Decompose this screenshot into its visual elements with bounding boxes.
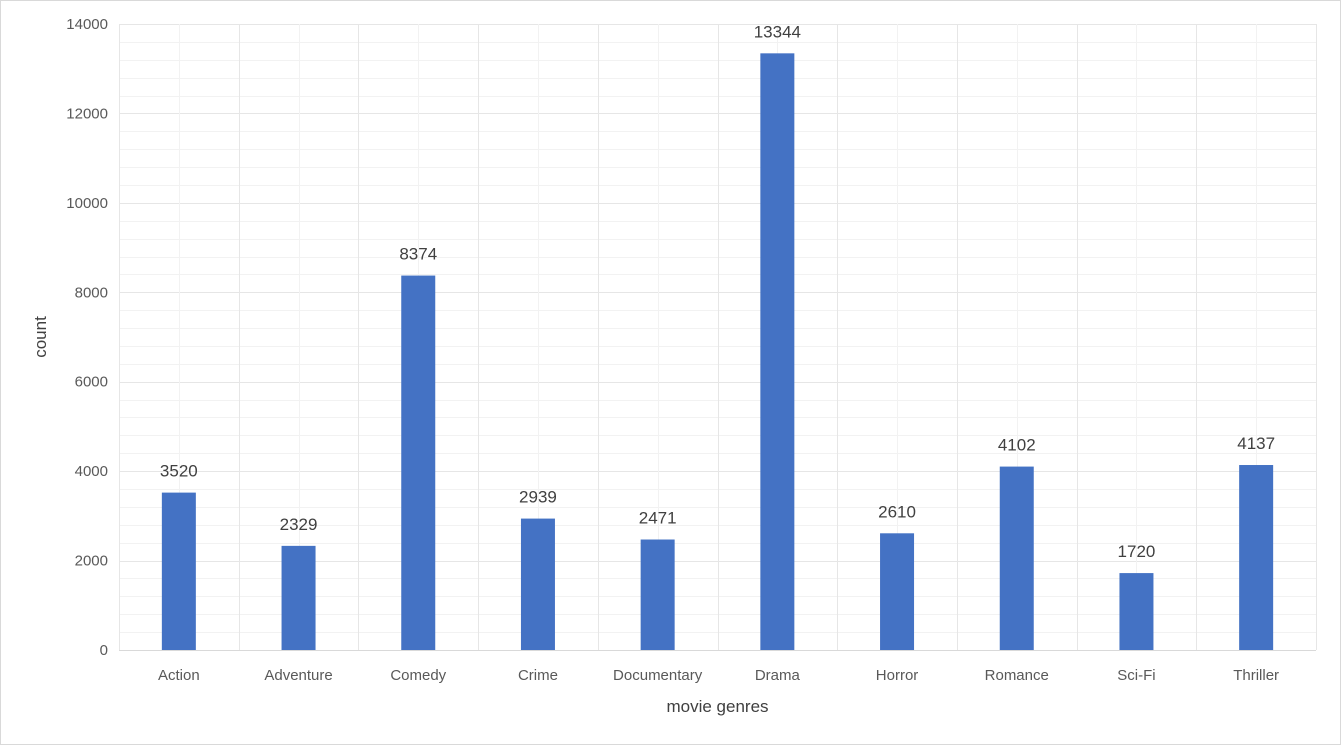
bar-action — [161, 492, 196, 650]
y-tick-label: 4000 — [75, 463, 108, 480]
data-label: 4102 — [998, 436, 1036, 455]
data-label: 3520 — [160, 462, 198, 481]
y-tick-label: 12000 — [66, 105, 108, 122]
y-tick-label: 14000 — [66, 16, 108, 33]
data-labels: 3520 2329 8374 2939 2471 13344 2610 4102 1720 413… — [160, 22, 1275, 561]
x-tick-label: Action — [158, 667, 200, 684]
data-label: 2610 — [878, 502, 916, 521]
y-tick-label: 8000 — [75, 284, 108, 301]
data-label: 4137 — [1237, 434, 1275, 453]
x-tick-label: Crime — [518, 667, 558, 684]
bar-thriller — [1239, 465, 1274, 650]
x-tick-label: Horror — [876, 667, 919, 684]
y-axis-title: count — [31, 316, 50, 358]
y-tick-label: 10000 — [66, 195, 108, 212]
data-label: 8374 — [399, 245, 437, 264]
bar-adventure — [281, 545, 316, 650]
x-tick-label: Comedy — [390, 667, 446, 684]
x-tick-label: Thriller — [1233, 667, 1279, 684]
x-axis-ticks: Action Adventure Comedy Crime Documentary Dra… — [158, 667, 1279, 684]
y-tick-label: 2000 — [75, 553, 108, 570]
bar-drama — [760, 53, 795, 650]
x-tick-label: Documentary — [613, 667, 703, 684]
bar-horror — [880, 533, 915, 650]
data-label: 2471 — [639, 509, 677, 528]
x-axis-title: movie genres — [666, 697, 768, 716]
bar-sci-fi — [1119, 573, 1154, 650]
data-label: 13344 — [754, 22, 801, 41]
bar-comedy — [401, 275, 436, 650]
bars — [161, 53, 1274, 650]
data-label: 1720 — [1118, 542, 1156, 561]
y-tick-label: 0 — [100, 642, 108, 659]
bar-romance — [999, 466, 1034, 650]
x-tick-label: Adventure — [264, 667, 332, 684]
data-label: 2329 — [280, 515, 318, 534]
x-tick-label: Romance — [985, 667, 1049, 684]
x-tick-label: Sci-Fi — [1117, 667, 1155, 684]
x-tick-label: Drama — [755, 667, 801, 684]
y-tick-label: 6000 — [75, 374, 108, 391]
bar-documentary — [640, 539, 675, 650]
bar-crime — [520, 518, 555, 650]
y-axis-ticks: 0 2000 4000 6000 8000 10000 12000 14000 — [66, 16, 108, 659]
data-label: 2939 — [519, 488, 557, 507]
